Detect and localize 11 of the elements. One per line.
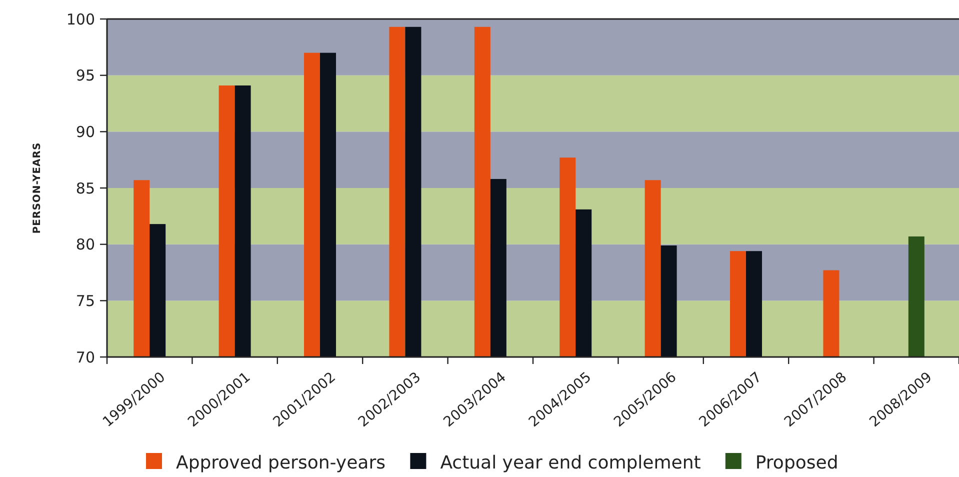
y-tick-label: 80 — [76, 236, 95, 254]
y-tick-label: 95 — [76, 66, 95, 85]
y-tick-label: 90 — [76, 122, 95, 141]
y-tick-label: 75 — [76, 292, 95, 310]
y-tick-label: 70 — [76, 348, 95, 366]
legend-label: Actual year end complement — [440, 452, 701, 474]
legend-label: Proposed — [755, 452, 838, 474]
y-axis-title: PERSON-YEARS — [32, 142, 43, 234]
y-tick-label: 85 — [76, 179, 95, 198]
legend-label: Approved person-years — [176, 452, 386, 474]
y-tick-label: 100 — [66, 10, 95, 28]
